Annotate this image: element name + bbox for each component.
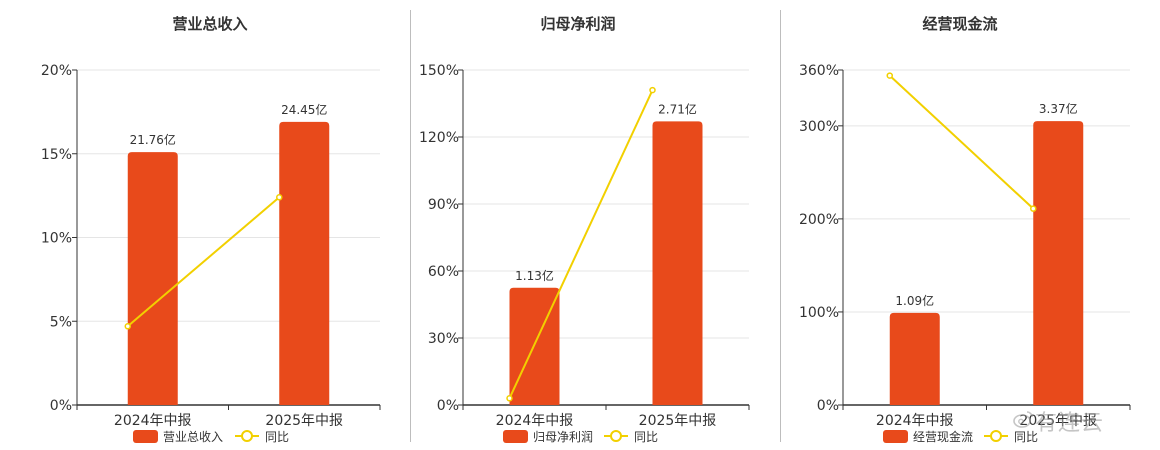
line-series [889, 74, 1034, 210]
y-tick-label: 15% [41, 147, 72, 163]
y-tick-label: 360% [799, 63, 839, 79]
y-tick-label: 0% [817, 398, 839, 414]
line-series [508, 89, 654, 399]
legend-label: 同比 [265, 430, 289, 444]
y-tick-label: 0% [437, 398, 459, 414]
y-tick-label: 300% [799, 119, 839, 135]
panel-divider [780, 10, 781, 442]
bar-data-label: 2.71亿 [658, 101, 697, 116]
legend-label: 营业总收入 [163, 430, 223, 444]
y-tick-label: 30% [428, 331, 459, 347]
bar-data-label: 3.37亿 [1039, 101, 1078, 116]
bar [889, 312, 940, 405]
bar [652, 121, 703, 405]
bar-data-label: 24.45亿 [281, 102, 327, 117]
line-point [886, 72, 893, 79]
panel-divider [410, 10, 411, 442]
line-point [276, 194, 283, 201]
legend-swatch-marker [241, 430, 253, 442]
weibo-icon [1013, 411, 1033, 428]
bar [127, 152, 178, 405]
x-tick-label: 2024年中报 [114, 413, 192, 429]
legend-swatch-bar [133, 430, 158, 443]
y-tick-label: 5% [50, 314, 72, 330]
chart-title: 营业总收入 [172, 15, 247, 33]
legend-swatch-marker [990, 430, 1002, 442]
bar-data-label: 1.13亿 [515, 268, 554, 283]
line-series [127, 196, 280, 328]
legend-swatch-bar [503, 430, 528, 443]
legend-label: 经营现金流 [913, 429, 973, 444]
line-point [1030, 205, 1037, 212]
y-tick-label: 20% [41, 63, 72, 79]
y-tick-label: 60% [428, 264, 459, 280]
y-tick-label: 10% [41, 231, 72, 247]
y-tick-label: 120% [419, 130, 459, 146]
line-point [506, 395, 513, 402]
bar [1033, 121, 1084, 406]
legend-label: 同比 [634, 430, 658, 444]
y-tick-label: 100% [799, 305, 839, 321]
x-tick-label: 2025年中报 [265, 413, 343, 429]
legend-label: 归母净利润 [533, 430, 593, 444]
bar-data-label: 1.09亿 [895, 293, 934, 308]
line-point [649, 86, 656, 94]
x-tick-label: 2025年中报 [639, 413, 717, 429]
y-tick-label: 90% [428, 197, 459, 213]
y-tick-label: 200% [799, 212, 839, 228]
x-tick-label: 2024年中报 [496, 413, 574, 429]
y-tick-label: 0% [50, 398, 72, 414]
x-tick-label: 2024年中报 [876, 413, 954, 429]
bar-data-label: 21.76亿 [130, 132, 176, 147]
legend-label: 同比 [1014, 430, 1038, 444]
chart-title: 归母净利润 [540, 15, 615, 33]
legend-swatch-marker [610, 430, 622, 442]
line-point [124, 323, 131, 330]
chart-title: 经营现金流 [922, 15, 997, 33]
y-tick-label: 150% [419, 63, 459, 79]
bar [279, 121, 330, 406]
legend-swatch-bar [883, 430, 908, 443]
watermark-text: 有连云 [1035, 411, 1105, 436]
x-tick-label: 2025年中报 [1019, 413, 1097, 429]
